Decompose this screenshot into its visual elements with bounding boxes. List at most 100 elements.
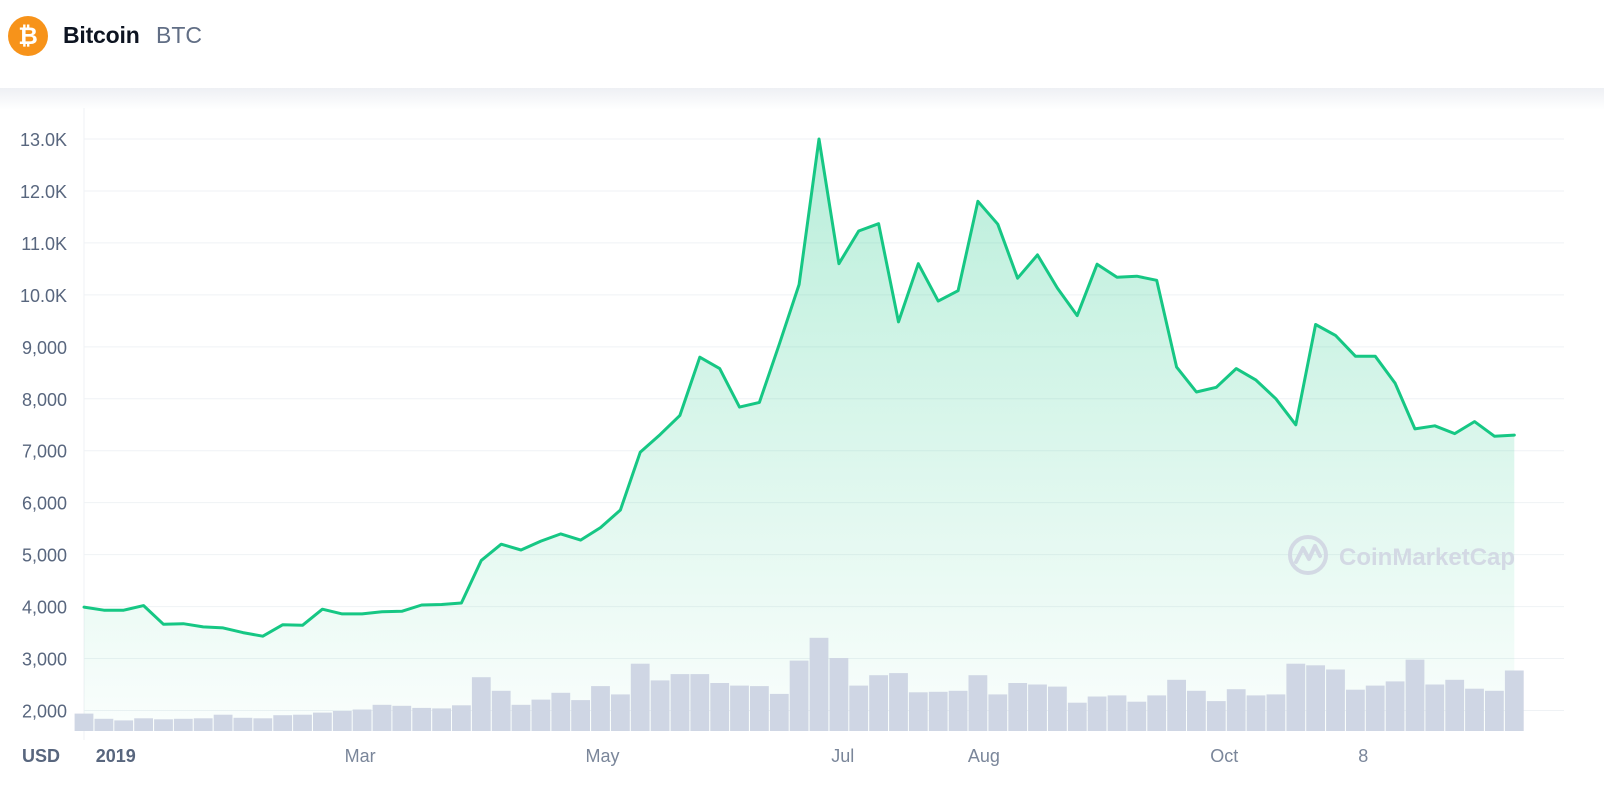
volume-bar [1326,669,1345,731]
volume-bar [491,690,511,731]
volume-bar [789,660,809,731]
volume-bar [1087,696,1107,731]
volume-bar [988,694,1008,731]
volume-bar [968,675,988,731]
volume-bar [630,663,650,731]
y-tick-label: 12.0K [20,182,67,202]
x-tick-label: Oct [1210,746,1238,766]
volume-bar [1107,695,1127,731]
volume-bar [670,674,690,731]
volume-bar [1266,694,1286,731]
volume-bar [74,713,94,731]
coinmarketcap-watermark: CoinMarketCap [1288,535,1515,575]
x-tick-label: May [585,746,619,766]
volume-bar [1028,684,1047,731]
logo-glyph: ₿ [18,22,38,50]
y-tick-label: 6,000 [22,494,67,514]
volume-bar [193,718,213,731]
volume-bar [1405,659,1425,731]
volume-bar [611,694,630,731]
volume-bar [869,675,888,731]
volume-bar [1067,702,1087,731]
volume-bar [1246,695,1266,731]
volume-bar [551,692,571,731]
volume-bar [809,637,829,731]
volume-bar [1226,689,1246,731]
currency-label: USD [22,746,60,766]
volume-bar [531,699,551,731]
x-tick-label: 2019 [96,746,136,766]
volume-bar [471,677,491,731]
volume-bars [74,637,1524,731]
y-tick-label: 9,000 [22,338,67,358]
price-line [82,137,1516,638]
volume-bar [233,717,253,731]
volume-bar [1187,690,1206,731]
volume-bar [829,658,849,731]
volume-bar [730,685,749,731]
volume-bar [571,700,590,731]
volume-bar [849,685,869,731]
y-tick-label: 13.0K [20,130,67,150]
volume-bar [412,707,432,731]
volume-bar [432,708,451,731]
volume-bar [213,714,233,731]
bitcoin-logo-icon: ₿ [8,16,48,56]
volume-bar [94,718,114,731]
volume-bar [650,680,670,731]
coinmarketcap-logo-icon [1288,535,1328,575]
x-tick-label: Jul [831,746,854,766]
volume-bar [1008,683,1028,731]
y-tick-label: 3,000 [22,650,67,670]
volume-bar [154,719,173,731]
y-tick-label: 11.0K [21,234,67,254]
volume-bar [1445,679,1465,731]
volume-bar [173,718,193,731]
coin-name: Bitcoin [63,22,140,48]
x-axis-ticks: 2019 Mar May Jul Aug Oct 8 [96,746,1369,766]
volume-bar [253,718,273,731]
chart-header: ₿ Bitcoin BTC [0,0,1604,90]
volume-bar [1465,688,1484,731]
volume-bar [750,686,769,731]
y-tick-label: 2,000 [22,702,67,722]
volume-bar [690,674,710,731]
volume-bar [889,673,908,731]
volume-bar [273,715,293,731]
volume-bar [1048,686,1067,731]
volume-bar [372,704,392,731]
volume-bar [1127,701,1147,731]
y-tick-label: 10.0K [20,286,67,306]
y-tick-label: 5,000 [22,546,67,566]
header-divider [0,88,1604,110]
volume-bar [928,691,948,731]
volume-bar [293,714,312,731]
volume-bar [313,712,332,731]
volume-bar [352,709,372,731]
volume-bar [392,705,412,731]
volume-bar [1365,685,1385,731]
y-tick-label: 7,000 [22,442,67,462]
x-tick-label: 8 [1358,746,1368,766]
volume-bar [332,711,352,731]
volume-bar [1147,695,1167,731]
coin-symbol: BTC [156,22,202,48]
volume-bar [769,693,789,731]
volume-bar [114,720,134,731]
volume-bar [1425,684,1445,731]
logo-circle [8,16,48,56]
volume-bar [948,690,968,731]
volume-bar [591,686,610,731]
volume-bar [134,718,153,731]
volume-bar [710,683,730,731]
y-tick-label: 4,000 [22,598,67,618]
price-area [84,139,1515,731]
price-line-path [82,137,1516,638]
watermark-text: CoinMarketCap [1339,544,1515,571]
volume-bar [1206,701,1226,731]
volume-bar [452,705,471,731]
volume-bar [511,704,531,731]
volume-bar [1286,663,1306,731]
volume-bar [1485,690,1504,731]
